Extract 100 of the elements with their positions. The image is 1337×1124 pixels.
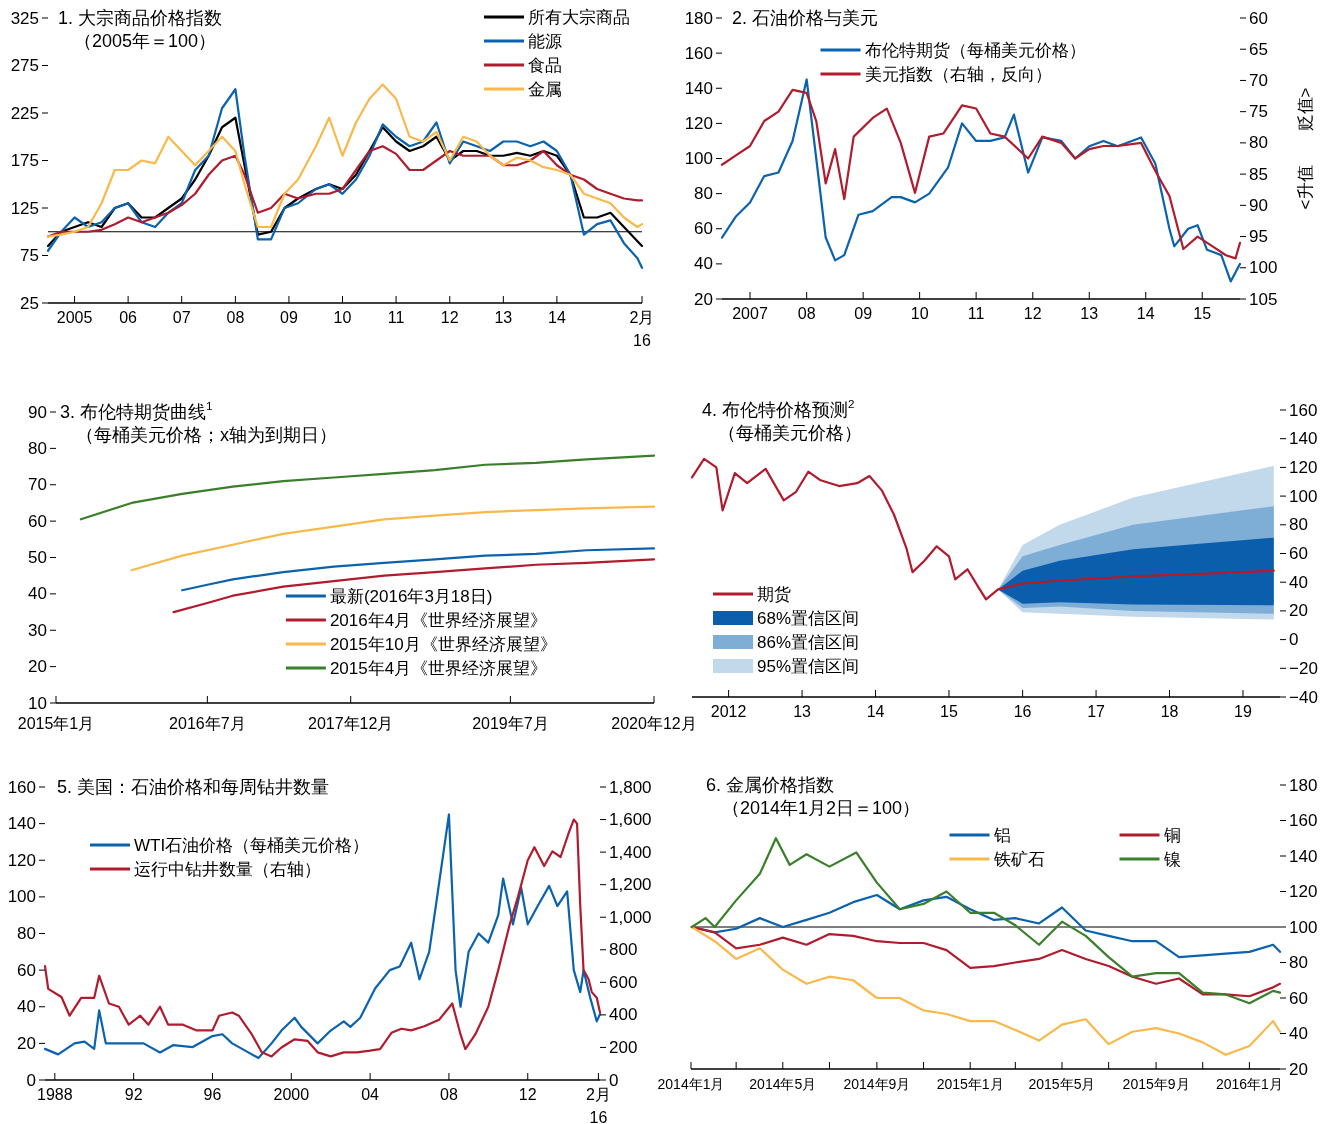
y-tick-label: 60 [1289,988,1308,1008]
y-tick-label: 80 [28,438,47,458]
x-tick-label: 13 [793,703,812,720]
y2-axis-title: <升值 贬值> [1295,87,1315,210]
x-tick-label: 11 [387,309,405,326]
y-tick-label: 20 [694,289,713,309]
y-tick-label: 20 [28,657,47,677]
y2-tick-label: 95 [1249,227,1268,247]
chart-title: 1. 大宗商品价格指数 [58,8,223,28]
y-tick-label: 100 [1289,917,1318,937]
legend-label: 食品 [528,55,562,75]
x-tick-label: 09 [854,305,873,322]
y-tick-label: 125 [10,198,39,218]
x-tick-label: 10 [910,305,929,322]
y-tick-label: 275 [10,56,39,75]
y-tick-label: 30 [28,620,47,640]
legend-label: 金属 [528,79,562,99]
y2-tick-label: 1,200 [609,875,652,895]
legend-label: 铁矿石 [992,849,1045,869]
y-tick-label: 100 [7,887,36,907]
y-tick-label: 80 [1289,953,1308,972]
y-tick-label: 225 [10,103,39,123]
y2-tick-label: 1,400 [609,842,652,862]
chart-title: 2. 石油价格与美元 [732,8,879,28]
x-tick-label: 2019年7月 [472,715,549,732]
y-tick-label: 100 [684,149,713,168]
y-tick-label: 40 [1289,1024,1308,1043]
y-tick-label: 0 [1289,630,1299,650]
y-tick-label: −40 [1289,687,1318,707]
y-tick-label: 80 [1289,515,1308,535]
x-tick-label: 2014年5月 [749,1076,817,1092]
x-tick-label: 11 [967,305,985,322]
y-tick-label: 140 [1289,846,1318,866]
x-tick-label: 2月 16 [585,1086,611,1124]
y2-tick-label: 1,800 [609,777,652,797]
legend-label: 镍 [1162,849,1181,869]
y-tick-label: 25 [20,293,39,313]
y-tick-label: 160 [1289,811,1318,830]
y-tick-label: 50 [28,548,47,567]
y-tick-label: 60 [17,960,36,980]
x-tick-label: 2017年12月 [308,715,394,732]
text: （每桶美元价格；x轴为到期日） [76,425,337,445]
y-tick-label: −20 [1289,658,1318,678]
legend-label: 2015年4月《世界经济展望》 [329,658,548,678]
line-series [690,457,1275,601]
y-tick-label: 180 [684,8,713,28]
line-series [79,454,656,521]
x-tick-label: 15 [1193,305,1212,322]
x-tick-label: 2000 [273,1086,310,1103]
x-tick-label: 2015年1月 [936,1076,1004,1092]
y-tick-label: 325 [10,8,39,28]
x-tick-label: 08 [226,309,245,326]
y-tick-label: 100 [1289,486,1318,506]
x-tick-label: 14 [1136,305,1155,322]
x-tick-label: 12 [518,1086,537,1103]
y-tick-label: 140 [1289,429,1318,449]
y2-tick-label: 85 [1249,164,1268,184]
y2-tick-label: 600 [609,972,638,992]
line-series [46,83,644,238]
y2-tick-label: 75 [1249,102,1268,122]
x-tick-label: 17 [1087,703,1106,720]
x-tick-label: 09 [280,309,298,326]
y-tick-label: 160 [7,777,36,797]
text: （2014年1月2日＝100） [722,798,921,818]
y2-tick-label: 1,000 [609,907,652,927]
x-tick-label: 08 [797,305,816,322]
y-tick-label: 180 [1289,775,1318,795]
y-tick-label: 20 [1289,601,1308,621]
y-tick-label: 80 [17,924,36,943]
x-tick-label: 14 [547,309,566,326]
y2-tick-label: 1,600 [609,810,652,830]
text: （2005年＝100） [74,31,217,51]
x-tick-label: 2016年7月 [169,715,246,732]
y2-tick-label: 400 [609,1005,638,1025]
x-tick-label: 2015年5月 [1028,1076,1096,1092]
x-tick-label: 04 [361,1086,380,1103]
line-series [720,88,1242,260]
legend-label: 铝 [992,825,1011,845]
x-tick-label: 2014年1月 [657,1076,725,1092]
legend-label: 期货 [757,584,791,604]
legend-label: 68%置信区间 [757,608,860,628]
y-tick-label: 40 [1289,572,1308,592]
x-tick-label: 16 [1013,703,1032,720]
y-tick-label: 60 [28,511,47,531]
x-tick-label: 2015年9月 [1122,1076,1190,1092]
text: （每桶美元价格） [718,423,862,443]
y-tick-label: 60 [1289,544,1308,563]
x-tick-label: 12 [440,309,459,326]
chart-title: 5. 美国：石油价格和每周钻井数量 [57,777,330,797]
legend-label: 86%置信区间 [757,632,860,652]
y2-tick-label: 80 [1249,133,1268,153]
chart-title: 3. 布伦特期货曲线$^{1}$ [60,399,213,422]
x-tick-label: 2020年12月 [611,715,697,732]
y-tick-label: 120 [7,850,36,870]
y-tick-label: 90 [28,402,47,422]
chart-title: 6. 金属价格指数 [706,775,835,795]
y-tick-label: 20 [1289,1059,1308,1079]
legend-label: 布伦特期货（每桶美元价格） [864,40,1086,60]
y2-tick-label: 100 [1249,258,1278,278]
x-tick-label: 14 [866,703,885,720]
